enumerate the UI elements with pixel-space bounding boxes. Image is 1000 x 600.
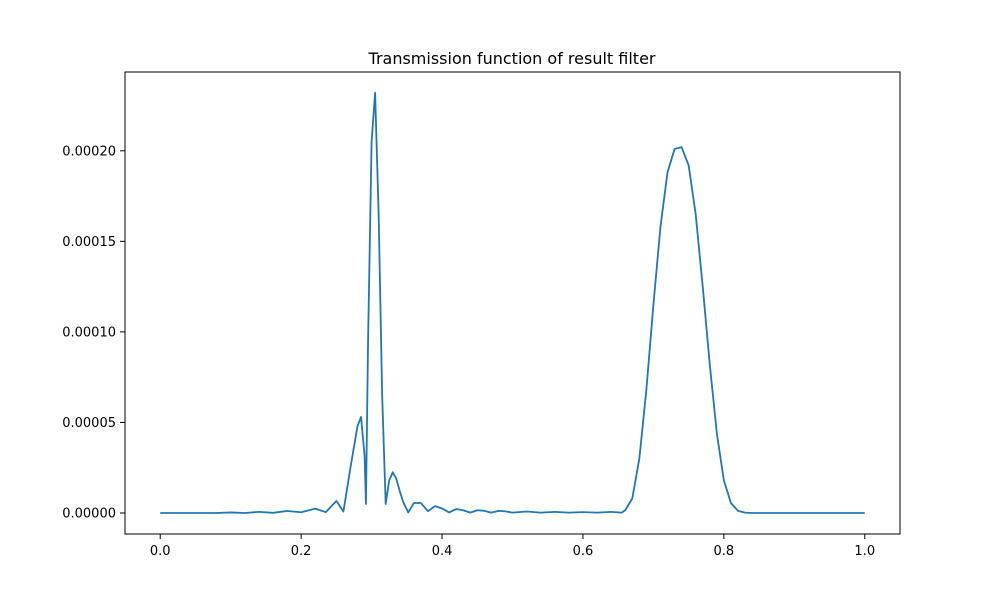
x-tick-label: 0.6 [573, 544, 594, 559]
y-tick-label: 0.00005 [62, 416, 116, 431]
plot-area-frame [124, 71, 901, 535]
x-tick-label: 0.8 [714, 544, 735, 559]
y-tick-label: 0.00020 [62, 144, 116, 159]
x-tick-label: 0.2 [291, 544, 312, 559]
y-tick-label: 0.00015 [62, 235, 116, 250]
y-tick-label: 0.00010 [62, 325, 116, 340]
chart-title: Transmission function of result filter [368, 49, 656, 68]
y-axis: 0.00000 0.00005 0.00010 0.00015 0.00020 [62, 144, 125, 521]
y-tick-label: 0.00000 [62, 506, 116, 521]
transmission-line [160, 91, 865, 514]
x-tick-label: 0.0 [150, 544, 171, 559]
x-axis: 0.0 0.2 0.4 0.6 0.8 1.0 [150, 534, 875, 559]
x-tick-label: 1.0 [854, 544, 875, 559]
x-tick-label: 0.4 [432, 544, 453, 559]
